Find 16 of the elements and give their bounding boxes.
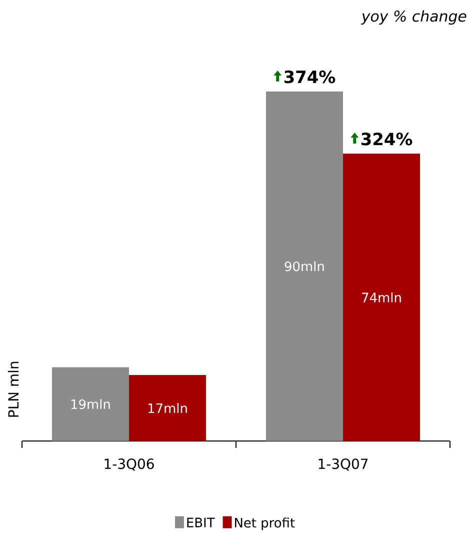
annotation: 374%: [284, 70, 336, 84]
data-label: 17mln: [148, 403, 187, 413]
data-label: 19mln: [71, 399, 110, 410]
bar: [52, 367, 129, 441]
bar: [266, 91, 343, 441]
data-label: 90mln: [284, 261, 324, 272]
y-axis-title: PLN mln: [8, 362, 18, 417]
annotation: 324%: [362, 132, 412, 146]
data-label: 74mln: [362, 292, 401, 302]
legend-label: EBIT: [187, 518, 215, 528]
bar: [129, 374, 206, 441]
x-tick-label: 1-3Q07: [318, 458, 368, 471]
x-tick-label: 1-3Q06: [104, 458, 154, 471]
bar: [343, 154, 420, 441]
text: yoy % change: [361, 10, 466, 25]
legend-label: Net profit: [235, 518, 295, 530]
